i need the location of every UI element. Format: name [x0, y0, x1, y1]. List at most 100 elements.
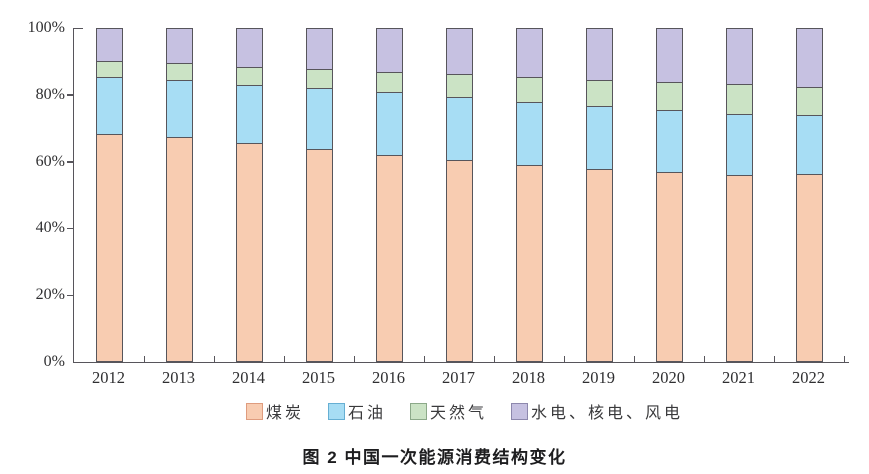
- y-axis-tick-label: 60%: [35, 152, 65, 170]
- segment-天然气-2018: [517, 77, 542, 103]
- legend-label: 天然气: [430, 405, 488, 422]
- legend-swatch: [327, 402, 345, 420]
- legend-label: 煤炭: [265, 405, 304, 422]
- segment-水电、核电、风电-2019: [587, 29, 612, 80]
- x-axis-tick-label: 2022: [792, 368, 825, 387]
- segment-石油-2018: [517, 102, 542, 166]
- y-axis-tick: [66, 294, 73, 297]
- bar-2022: [796, 28, 823, 362]
- segment-煤炭-2020: [657, 172, 682, 361]
- segment-天然气-2014: [237, 66, 262, 86]
- bar-2019: [586, 28, 613, 362]
- x-axis-tick: [423, 356, 426, 362]
- legend-item-天然气: 天然气: [410, 399, 487, 423]
- plot-area: [66, 27, 849, 363]
- x-axis-tick: [843, 356, 846, 362]
- bar-2017: [446, 28, 473, 362]
- segment-天然气-2017: [447, 74, 472, 98]
- segment-水电、核电、风电-2012: [97, 29, 122, 62]
- segment-天然气-2020: [657, 81, 682, 110]
- figure-caption: 图 2 中国一次能源消费结构变化: [302, 448, 567, 467]
- x-axis-tick: [773, 356, 776, 362]
- segment-天然气-2021: [727, 84, 752, 114]
- y-axis-tick: [66, 161, 73, 163]
- segment-石油-2016: [377, 92, 402, 155]
- segment-煤炭-2019: [587, 169, 612, 361]
- y-axis-tick-label: 0%: [43, 353, 65, 370]
- legend-label: 水电、核电、风电: [531, 405, 684, 422]
- segment-石油-2012: [97, 77, 122, 134]
- segment-煤炭-2021: [727, 175, 752, 361]
- segment-天然气-2016: [377, 72, 402, 93]
- segment-水电、核电、风电-2015: [307, 29, 332, 69]
- x-axis-tick-label: 2015: [302, 368, 335, 387]
- legend-item-石油: 石油: [327, 399, 386, 423]
- segment-煤炭-2018: [517, 165, 542, 361]
- x-axis-tick-label: 2021: [722, 368, 755, 387]
- segment-水电、核电、风电-2016: [377, 29, 402, 73]
- segment-水电、核电、风电-2017: [447, 29, 472, 75]
- chart-legend: 煤炭 石油 天然气 水电、核电、风电: [30, 399, 869, 423]
- segment-石油-2020: [657, 109, 682, 173]
- x-axis-tick-label: 2014: [232, 368, 265, 387]
- segment-煤炭-2022: [797, 174, 822, 361]
- segment-石油-2021: [727, 113, 752, 176]
- segment-煤炭-2015: [307, 149, 332, 361]
- bar-2013: [166, 28, 193, 362]
- bar-2014: [236, 28, 263, 362]
- y-axis-tick-label: 40%: [35, 219, 65, 237]
- bar-2012: [96, 28, 123, 362]
- x-axis-tick: [353, 356, 356, 362]
- legend-swatch: [245, 402, 263, 420]
- segment-水电、核电、风电-2014: [237, 29, 262, 67]
- x-axis-tick: [493, 356, 496, 362]
- legend-swatch: [410, 402, 427, 420]
- x-axis-tick-label: 2013: [162, 368, 195, 387]
- y-axis-tick-label: 100%: [27, 19, 65, 36]
- segment-煤炭-2012: [97, 133, 122, 361]
- segment-水电、核电、风电-2018: [517, 29, 542, 78]
- x-axis-tick-label: 2020: [652, 368, 685, 387]
- segment-水电、核电、风电-2013: [167, 29, 192, 63]
- x-axis-tick-label: 2017: [442, 368, 475, 387]
- legend-item-水电、核电、风电: 水电、核电、风电: [511, 399, 683, 423]
- x-axis-tick-label: 2016: [372, 368, 405, 387]
- segment-石油-2015: [307, 88, 332, 150]
- x-axis-tick-label: 2012: [92, 368, 125, 387]
- y-axis-tick-label: 20%: [35, 286, 65, 304]
- segment-煤炭-2016: [377, 154, 402, 361]
- x-axis-tick: [703, 356, 706, 362]
- legend-item-煤炭: 煤炭: [245, 399, 304, 423]
- x-axis-tick: [633, 356, 636, 362]
- bar-2021: [726, 28, 753, 362]
- x-axis-tick: [213, 356, 216, 362]
- segment-煤炭-2014: [237, 142, 262, 361]
- bar-2020: [656, 28, 683, 362]
- bar-2018: [516, 28, 543, 362]
- segment-石油-2014: [237, 85, 262, 143]
- segment-石油-2022: [797, 115, 822, 175]
- bar-2016: [376, 28, 403, 362]
- segment-煤炭-2013: [167, 137, 192, 361]
- legend-swatch: [511, 402, 529, 420]
- y-axis-top-cap: [74, 27, 83, 29]
- x-axis-tick-label: 2018: [512, 368, 545, 387]
- segment-石油-2013: [167, 80, 192, 138]
- segment-天然气-2019: [587, 79, 612, 107]
- y-axis-tick-label: 80%: [35, 85, 65, 103]
- segment-水电、核电、风电-2022: [797, 29, 822, 88]
- segment-煤炭-2017: [447, 159, 472, 361]
- y-axis-tick: [66, 227, 73, 230]
- y-axis-tick: [66, 94, 73, 96]
- segment-天然气-2015: [307, 68, 332, 89]
- segment-天然气-2012: [97, 61, 122, 78]
- legend-label: 石油: [347, 405, 386, 422]
- bar-2015: [306, 28, 333, 362]
- segment-天然气-2022: [797, 87, 822, 115]
- x-axis-tick: [143, 356, 146, 362]
- x-axis-tick: [283, 356, 286, 362]
- x-axis-tick: [563, 356, 566, 362]
- x-axis-tick-label: 2019: [582, 368, 615, 387]
- segment-石油-2019: [587, 106, 612, 170]
